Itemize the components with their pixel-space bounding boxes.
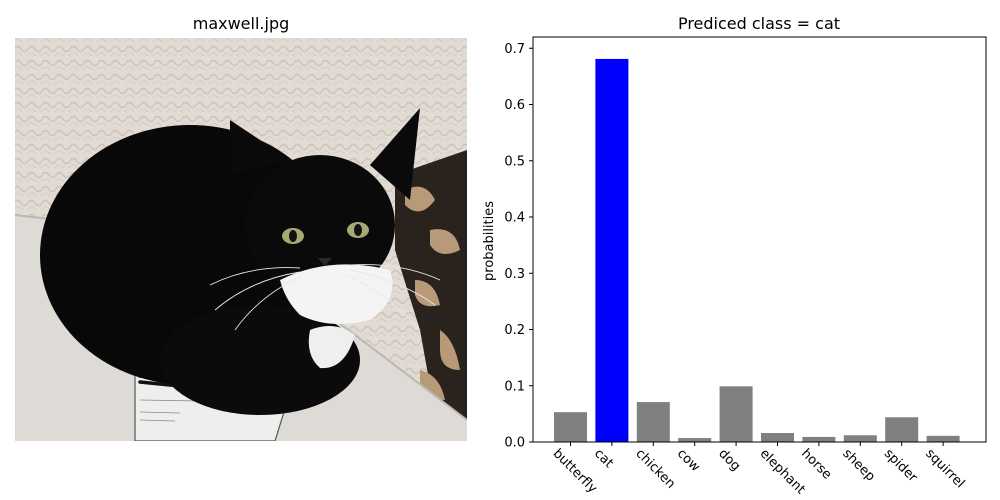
y-tick-label-2: 0.2 [504, 323, 525, 338]
y-tick-label-7: 0.7 [504, 42, 525, 57]
x-tick-label-butterfly: butterfly [550, 446, 600, 496]
x-tick-label-sheep: sheep [839, 446, 877, 484]
x-tick-label-squirrel: squirrel [922, 446, 967, 491]
y-tick-label-3: 0.3 [504, 267, 525, 282]
x-tick-label-cat: cat [591, 446, 616, 471]
bar-elephant [761, 433, 794, 442]
y-tick-label-5: 0.5 [504, 154, 525, 169]
y-tick-label-4: 0.4 [504, 211, 525, 226]
y-tick-label-1: 0.1 [504, 379, 525, 394]
bar-spider [885, 417, 919, 442]
y-tick-label-6: 0.6 [504, 98, 525, 113]
bar-chart: Prediced class = cat probabilities 0.00.… [482, 14, 987, 497]
bar-horse [802, 436, 836, 442]
x-tick-label-dog: dog [715, 446, 743, 474]
bar-dog [719, 386, 753, 442]
x-tick-label-cow: cow [674, 446, 703, 475]
bar-chicken [636, 402, 670, 442]
bar-cat [595, 58, 629, 442]
y-ticks-group: 0.0 0.1 0.2 0.3 0.4 0.5 0.6 0.7 [504, 42, 533, 451]
y-tick-label-0: 0.0 [504, 436, 525, 451]
cat-photo [15, 38, 467, 441]
x-tick-label-spider: spider [881, 446, 921, 486]
bars-group [554, 58, 960, 442]
x-tick-label-horse: horse [798, 446, 834, 482]
image-title: maxwell.jpg [193, 14, 290, 33]
bar-sheep [843, 435, 877, 442]
y-axis-label: probabilities [482, 201, 497, 281]
bar-cow [678, 438, 712, 442]
x-tick-label-chicken: chicken [632, 446, 678, 492]
bar-squirrel [926, 435, 960, 442]
bar-butterfly [554, 412, 587, 442]
plot-frame [532, 36, 987, 443]
chart-title: Prediced class = cat [678, 14, 840, 33]
